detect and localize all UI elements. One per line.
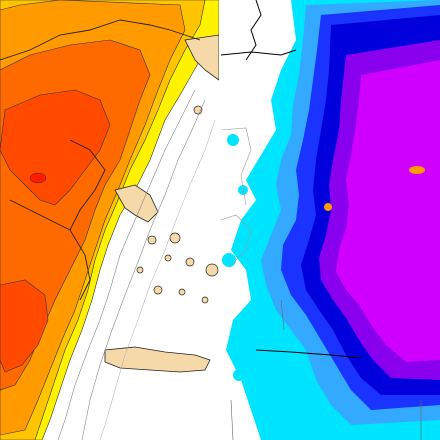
- field-cyan-cell: [227, 134, 239, 146]
- coastline: [230, 299, 422, 440]
- coastline: [0, 19, 201, 301]
- land-island: [185, 257, 195, 267]
- field-red-orange: [0, 89, 111, 206]
- land-island-large: [104, 346, 211, 373]
- land-island: [164, 254, 172, 262]
- field-magenta: [336, 60, 440, 362]
- contour-gray: [221, 127, 252, 266]
- land-island: [153, 285, 163, 295]
- panel-divider: [219, 0, 221, 440]
- land-island: [205, 263, 219, 277]
- field-cyan-cell: [238, 185, 248, 195]
- coastline: [221, 0, 297, 61]
- land-peninsula: [114, 184, 159, 223]
- field-red-orange-south: [0, 279, 49, 373]
- land-island: [136, 266, 144, 274]
- field-red-cell: [29, 172, 47, 184]
- contour-gray: [57, 89, 196, 440]
- land-northeast: [184, 34, 219, 81]
- field-orange-cell: [324, 203, 332, 211]
- land-island: [178, 288, 186, 296]
- coastline: [255, 349, 362, 359]
- land-island: [147, 235, 157, 245]
- field-orange-cell: [409, 166, 425, 174]
- temperature-map-panel: [0, 0, 219, 440]
- field-cyan-cell: [245, 341, 253, 349]
- land-island: [169, 232, 181, 244]
- contour-gray: [81, 99, 206, 440]
- contour-gray: [99, 119, 216, 440]
- temperature-map: [0, 0, 219, 440]
- land-island: [201, 296, 209, 304]
- field-cyan-cell: [233, 369, 245, 381]
- precipitation-map-panel: [221, 0, 440, 440]
- precipitation-map: [221, 0, 440, 440]
- field-cyan-cell: [222, 253, 236, 267]
